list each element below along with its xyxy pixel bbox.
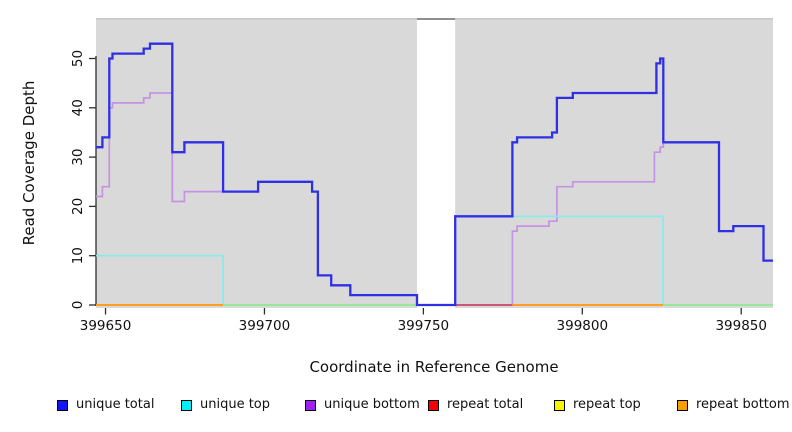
legend-label: unique total — [76, 397, 155, 412]
legend-swatch-icon — [305, 399, 316, 411]
x-tick-label: 399750 — [398, 318, 450, 334]
legend-swatch-icon — [181, 399, 192, 411]
x-tick-label: 399700 — [239, 318, 291, 334]
x-axis-title: Coordinate in Reference Genome — [309, 358, 559, 376]
x-tick-label: 399650 — [80, 318, 132, 334]
legend-label: repeat bottom — [696, 397, 790, 412]
legend-swatch-icon — [57, 399, 68, 411]
y-tick-label: 20 — [70, 198, 86, 215]
x-tick-label: 399800 — [557, 318, 609, 334]
legend-label: unique top — [200, 397, 271, 412]
line-unique-total — [96, 42, 773, 307]
y-tick-label: 40 — [70, 99, 86, 116]
legend-swatch-icon — [428, 399, 439, 411]
legend-swatch-icon — [677, 399, 688, 411]
y-tick-label: 30 — [70, 149, 86, 166]
legend-swatch-icon — [554, 399, 565, 411]
legend-label: unique bottom — [324, 397, 420, 412]
legend-item-unique-top: unique top — [181, 397, 270, 413]
legend-label: repeat total — [447, 397, 524, 412]
y-tick-label: 50 — [70, 50, 86, 67]
legend-item-unique-bottom: unique bottom — [305, 397, 420, 413]
gap-band — [417, 18, 456, 308]
legend-item-unique-total: unique total — [57, 397, 154, 413]
y-tick-label: 10 — [70, 247, 86, 264]
legend-item-repeat-bottom: repeat bottom — [677, 397, 790, 413]
legend-label: repeat top — [573, 397, 641, 412]
x-tick-label: 399850 — [715, 318, 767, 334]
y-axis-title: Read Coverage Depth — [20, 80, 38, 246]
legend-item-repeat-top: repeat top — [554, 397, 641, 413]
y-tick-label: 0 — [70, 301, 86, 310]
legend-item-repeat-total: repeat total — [428, 397, 523, 413]
